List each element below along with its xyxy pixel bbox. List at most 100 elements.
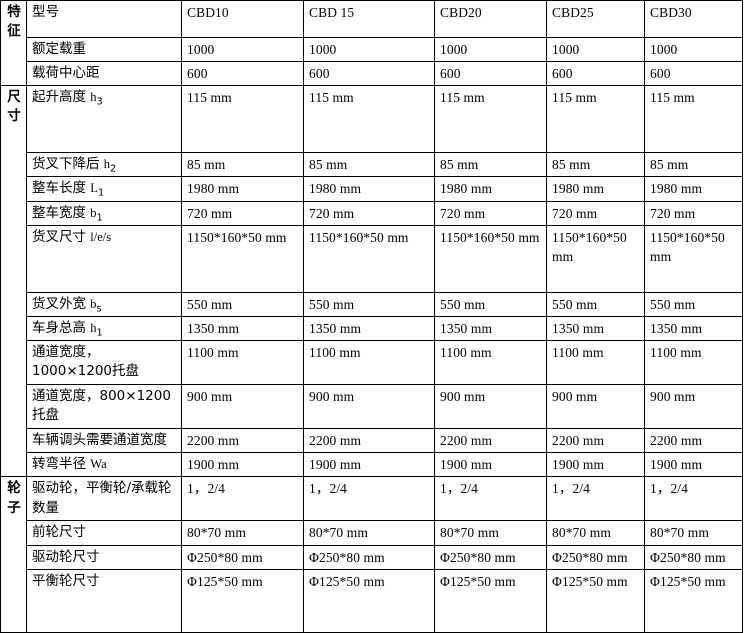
cell-value: 600	[644, 61, 743, 87]
table-row: 前轮尺寸 80*70 mm 80*70 mm 80*70 mm 80*70 mm…	[1, 520, 743, 546]
cell-value: 1000	[303, 36, 435, 63]
cell-value: 1000	[181, 36, 304, 63]
cell-value: 1000	[546, 36, 645, 63]
row-label-aisle-width-1000x1200: 通道宽度，1000×1200托盘	[26, 340, 182, 386]
cell-value: Φ250*80 mm	[303, 544, 435, 570]
cell-value: 720 mm	[546, 200, 645, 226]
cell-value: 550 mm	[434, 291, 547, 317]
cell-value: 1980 mm	[181, 176, 304, 202]
cell-value: 720 mm	[181, 200, 304, 226]
label-symbol: h	[90, 90, 97, 105]
cell-value: 900 mm	[434, 384, 547, 430]
label-symbol: b	[90, 205, 97, 220]
cell-value: 1150*160*50 mm	[546, 224, 645, 293]
cell-value: 1350 mm	[303, 315, 435, 342]
label-text: 转弯半径	[32, 456, 91, 473]
cell-value: 1，2/4	[434, 476, 547, 522]
cell-value: 80*70 mm	[434, 520, 547, 546]
cell-value: 1100 mm	[303, 340, 435, 386]
cell-value: 900 mm	[303, 384, 435, 430]
label-text: 整车宽度	[32, 204, 91, 221]
label-text: 货叉尺寸	[32, 228, 91, 245]
label-subscript: 1	[96, 212, 103, 224]
category-header-label: 特征	[7, 4, 21, 40]
table-row: 平衡轮尺寸 Φ125*50 mm Φ125*50 mm Φ125*50 mm Φ…	[1, 568, 743, 633]
cell-value: Φ125*50 mm	[181, 568, 304, 633]
table-header-row: 特征 型号 CBD10 CBD 15 CBD20 CBD25 CBD30	[0, 0, 743, 87]
cell-value: 900 mm	[644, 384, 743, 430]
cell-value: 1900 mm	[303, 452, 435, 478]
cell-value: 720 mm	[644, 200, 743, 226]
label-symbol: b	[90, 296, 97, 311]
row-label-turning-radius: 转弯半径 Wa	[26, 452, 182, 478]
row-label-lift-height: 起升高度 h3	[26, 85, 182, 154]
label-symbol: Wa	[90, 457, 107, 472]
cell-value: 115 mm	[546, 85, 645, 154]
category-header-cell: 特征	[0, 0, 27, 87]
row-label-lowered-fork-height: 货叉下降后 h2	[26, 152, 182, 178]
label-text: 起升高度	[32, 89, 91, 106]
cell-value: 1000	[644, 36, 743, 63]
cell-value: 1150*160*50 mm	[644, 224, 743, 293]
cell-value: 720 mm	[303, 200, 435, 226]
cell-value: 600	[546, 61, 645, 87]
row-label-caster-wheel-size: 平衡轮尺寸	[26, 568, 182, 633]
row-label-overall-height: 车身总高 h1	[26, 315, 182, 342]
cell-value: 1350 mm	[181, 315, 304, 342]
cell-value: 1980 mm	[434, 176, 547, 202]
cell-value: 1，2/4	[181, 476, 304, 522]
cell-value: 1100 mm	[546, 340, 645, 386]
cell-value: 80*70 mm	[181, 520, 304, 546]
cell-value: 1150*160*50 mm	[303, 224, 435, 293]
cell-value: 900 mm	[546, 384, 645, 430]
model-header-cbd15: CBD 15	[303, 0, 435, 38]
label-text: 货叉外宽	[32, 295, 91, 312]
row-label-rated-capacity: 额定载重	[26, 36, 182, 63]
model-header-cbd30: CBD30	[644, 0, 743, 38]
table-row: 货叉尺寸 l/e/s 1150*160*50 mm 1150*160*50 mm…	[1, 224, 743, 293]
row-label-turning-aisle-width: 车辆调头需要通道宽度	[26, 428, 182, 454]
row-label-fork-dimensions: 货叉尺寸 l/e/s	[26, 224, 182, 293]
label-symbol: L	[90, 181, 98, 196]
cell-value: 115 mm	[644, 85, 743, 154]
cell-value: 1150*160*50 mm	[181, 224, 304, 293]
row-label-fork-outer-width: 货叉外宽 bs	[26, 291, 182, 317]
cell-value: 85 mm	[303, 152, 435, 178]
cell-value: 85 mm	[546, 152, 645, 178]
label-text: 整车长度	[32, 180, 91, 197]
table-row: 通道宽度，800×1200托盘 900 mm 900 mm 900 mm 900…	[1, 384, 743, 430]
cell-value: Φ250*80 mm	[181, 544, 304, 570]
row-label-load-center: 载荷中心距	[26, 61, 182, 87]
category-cell-wheels: 轮子	[0, 476, 27, 633]
row-label-overall-width: 整车宽度 b1	[26, 200, 182, 226]
table-row: 转弯半径 Wa 1900 mm 1900 mm 1900 mm 1900 mm …	[1, 452, 743, 478]
table-row: 整车长度 L1 1980 mm 1980 mm 1980 mm 1980 mm …	[1, 176, 743, 202]
cell-value: Φ250*80 mm	[644, 544, 743, 570]
cell-value: Φ250*80 mm	[546, 544, 645, 570]
cell-value: 80*70 mm	[303, 520, 435, 546]
cell-value: 85 mm	[434, 152, 547, 178]
cell-value: 2200 mm	[303, 428, 435, 454]
row-label-overall-length: 整车长度 L1	[26, 176, 182, 202]
label-symbol: h	[90, 320, 97, 335]
cell-value: 1100 mm	[434, 340, 547, 386]
cell-value: 1350 mm	[434, 315, 547, 342]
cell-value: 2200 mm	[546, 428, 645, 454]
cell-value: 1100 mm	[181, 340, 304, 386]
cell-value: 1，2/4	[303, 476, 435, 522]
row-label-front-wheel-size: 前轮尺寸	[26, 520, 182, 546]
cell-value: 115 mm	[434, 85, 547, 154]
cell-value: 1980 mm	[303, 176, 435, 202]
category-label-wheels: 轮子	[7, 480, 21, 516]
cell-value: 1900 mm	[434, 452, 547, 478]
cell-value: 600	[181, 61, 304, 87]
table-row: 通道宽度，1000×1200托盘 1100 mm 1100 mm 1100 mm…	[1, 340, 743, 386]
cell-value: Φ125*50 mm	[434, 568, 547, 633]
label-subscript: 1	[96, 327, 103, 339]
label-text: 货叉下降后	[32, 156, 104, 173]
cell-value: 1000	[434, 36, 547, 63]
cell-value: 1350 mm	[546, 315, 645, 342]
label-text: 车身总高	[32, 319, 91, 336]
label-subscript: s	[96, 303, 102, 315]
